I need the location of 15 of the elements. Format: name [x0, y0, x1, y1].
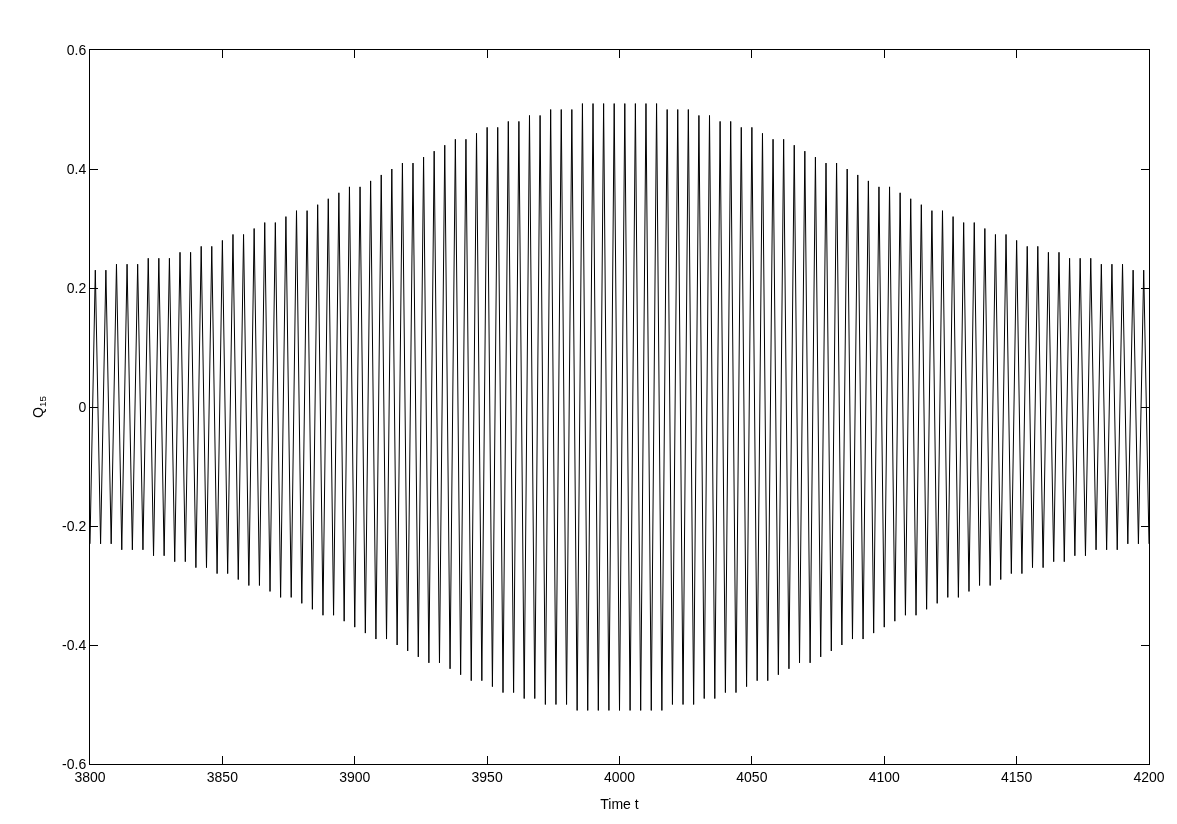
- y-tick-label: -0.2: [62, 517, 87, 534]
- x-tick-label: 4150: [1001, 768, 1033, 785]
- y-tick-label: -0.4: [62, 636, 87, 653]
- x-tick-label: 3950: [471, 768, 503, 785]
- x-tick-label: 3900: [339, 768, 371, 785]
- x-tick-label: 4100: [868, 768, 901, 785]
- x-axis-title: Time t: [600, 796, 639, 813]
- y-tick-label: 0: [78, 398, 87, 415]
- y-tick-label: 0.6: [66, 41, 87, 58]
- x-tick-label: 4050: [736, 768, 768, 785]
- x-tick-label: 4000: [603, 768, 636, 785]
- y-tick-label: 0.2: [66, 279, 87, 296]
- y-tick-label: 0.4: [66, 160, 87, 177]
- x-tick-label: 3850: [206, 768, 239, 785]
- x-tick-label: 4200: [1133, 768, 1165, 785]
